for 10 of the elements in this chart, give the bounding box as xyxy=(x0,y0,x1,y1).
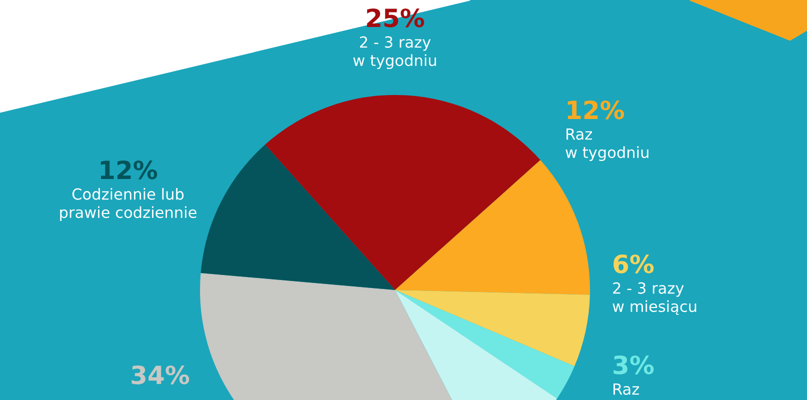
slice-label: 2 - 3 razy w miesiącu xyxy=(612,282,696,315)
data-label: 3% xyxy=(614,355,654,374)
slice-label: Raz w tygodniu xyxy=(566,128,648,162)
data-label: 34% xyxy=(132,365,190,384)
slice-label: 2 - 3 razy w tygodniu xyxy=(353,36,436,70)
data-label: 6% xyxy=(614,254,654,274)
slice-label: Raz xyxy=(614,383,639,395)
data-label: 12% xyxy=(568,100,624,120)
slice-label: Codziennie lub prawie codziennie xyxy=(60,188,196,222)
data-label: 12% xyxy=(100,160,158,180)
